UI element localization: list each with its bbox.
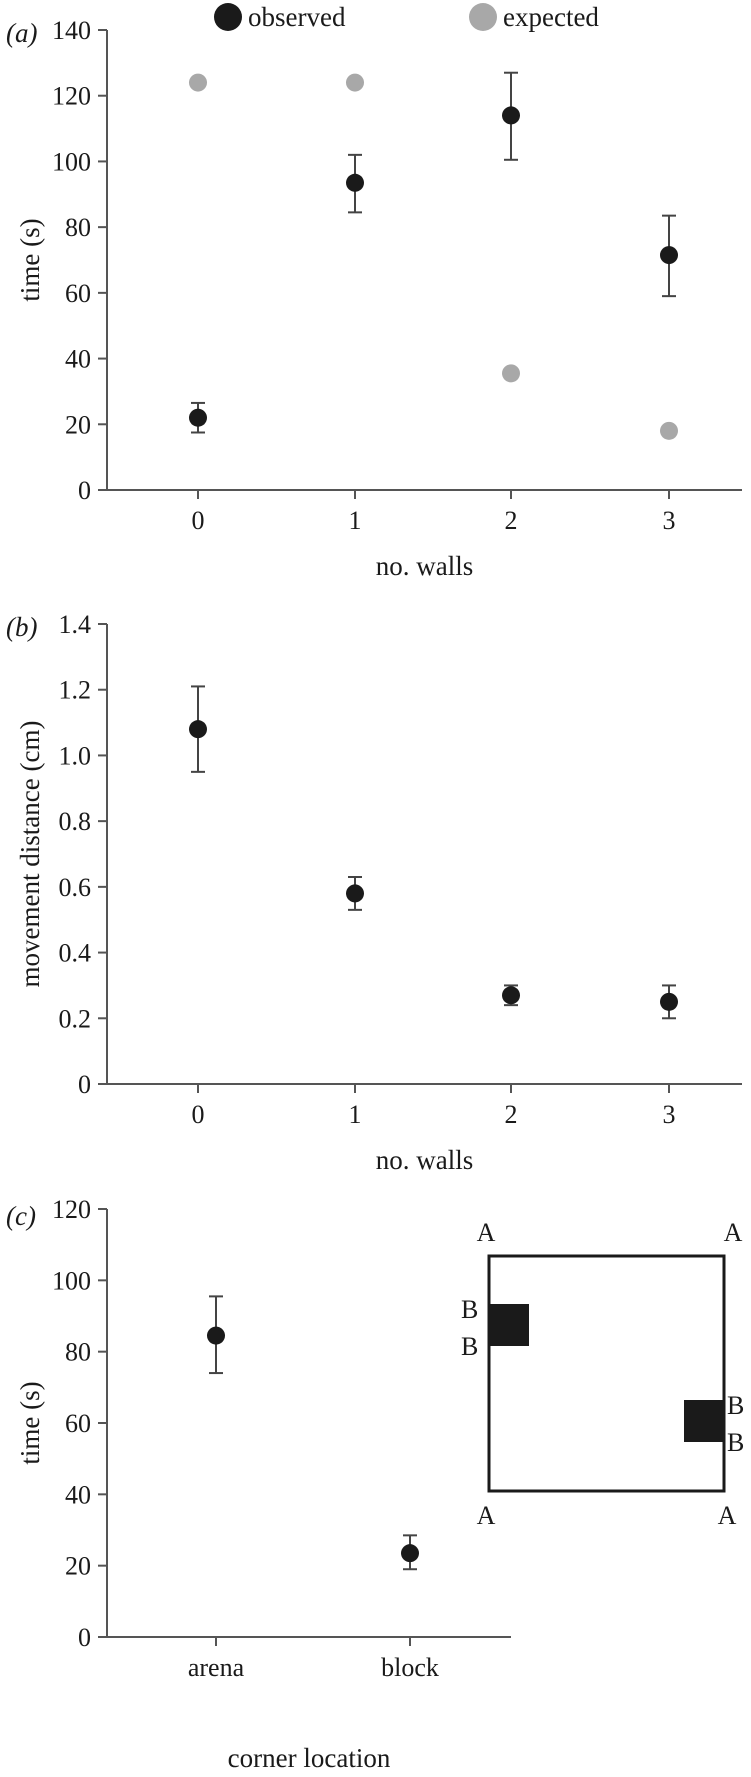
block-label: B: [461, 1332, 478, 1361]
data-point: [346, 173, 364, 192]
y-tick-label: 0: [78, 1623, 91, 1652]
y-tick-label: 40: [65, 345, 91, 374]
data-point: [502, 986, 520, 1005]
data-point: [502, 106, 520, 125]
data-point: [660, 421, 678, 440]
y-tick-label: 100: [52, 147, 91, 176]
y-axis-label: time (s): [15, 1381, 45, 1464]
data-point: [207, 1326, 225, 1345]
chart-panel-0: 0 20 40 60 80 100 120 140 0 1 2 3 no. walls time (s) (…: [6, 2, 742, 581]
x-axis-label: no. walls: [376, 1145, 474, 1175]
x-tick-label: 3: [663, 506, 676, 535]
y-tick-label: 80: [65, 1338, 91, 1367]
legend-label: expected: [503, 2, 599, 32]
data-point: [502, 364, 520, 383]
y-tick-label: 0.8: [59, 807, 92, 836]
y-tick-label: 0.6: [59, 873, 92, 902]
x-tick-label: 1: [349, 506, 362, 535]
panel-label: (a): [6, 18, 37, 48]
legend-marker: [214, 3, 242, 31]
y-tick-label: 120: [52, 82, 91, 111]
x-tick-label: block: [381, 1653, 439, 1682]
y-tick-label: 1.2: [59, 676, 92, 705]
y-tick-label: 40: [65, 1480, 91, 1509]
x-tick-label: 1: [349, 1100, 362, 1129]
y-tick-label: 20: [65, 1552, 91, 1581]
data-point: [660, 246, 678, 265]
data-point: [346, 73, 364, 92]
y-tick-label: 0.4: [59, 939, 92, 968]
data-point: [660, 992, 678, 1011]
corner-label: A: [718, 1501, 737, 1530]
data-point: [189, 408, 207, 427]
panel-label: (c): [6, 1201, 36, 1231]
y-tick-label: 0.2: [59, 1004, 92, 1033]
y-tick-label: 0: [78, 1070, 91, 1099]
x-tick-label: 2: [505, 1100, 518, 1129]
x-tick-label: 2: [505, 506, 518, 535]
y-tick-label: 20: [65, 410, 91, 439]
corner-label: A: [724, 1218, 743, 1247]
panel-label: (b): [6, 612, 37, 642]
x-axis-label: corner location: [228, 1743, 391, 1773]
y-axis-label: time (s): [15, 218, 45, 301]
y-tick-label: 100: [52, 1266, 91, 1295]
block-label: B: [461, 1295, 478, 1324]
block-right: [684, 1400, 724, 1442]
x-tick-label: arena: [188, 1653, 245, 1682]
x-tick-label: 0: [192, 1100, 205, 1129]
y-tick-label: 60: [65, 279, 91, 308]
legend: observed expected: [214, 2, 599, 32]
y-tick-label: 1.0: [59, 741, 92, 770]
block-label: B: [727, 1391, 744, 1420]
data-point: [401, 1544, 419, 1563]
legend-label: observed: [248, 2, 346, 32]
y-tick-label: 0: [78, 476, 91, 505]
corner-label: A: [477, 1501, 496, 1530]
chart-panel-1: 0 0.2 0.4 0.6 0.8 1.0 1.2 1.4 0 1 2 3 no. walls movem…: [6, 610, 742, 1175]
y-tick-label: 80: [65, 213, 91, 242]
y-tick-label: 1.4: [59, 610, 92, 639]
chart-panel-2: 0 20 40 60 80 100 120 arena block corner location…: [6, 1195, 744, 1773]
block-label: B: [727, 1428, 744, 1457]
data-point: [189, 73, 207, 92]
y-axis-label: movement distance (cm): [15, 721, 45, 988]
data-point: [189, 720, 207, 739]
y-tick-label: 120: [52, 1195, 91, 1224]
arena-outline: [487, 1254, 726, 1493]
x-tick-label: 0: [192, 506, 205, 535]
x-axis-label: no. walls: [376, 551, 474, 581]
data-point: [346, 884, 364, 903]
block-left: [489, 1304, 529, 1346]
corner-label: A: [477, 1218, 496, 1247]
legend-marker: [469, 3, 497, 31]
y-tick-label: 60: [65, 1409, 91, 1438]
x-tick-label: 3: [663, 1100, 676, 1129]
y-tick-label: 140: [52, 16, 91, 45]
